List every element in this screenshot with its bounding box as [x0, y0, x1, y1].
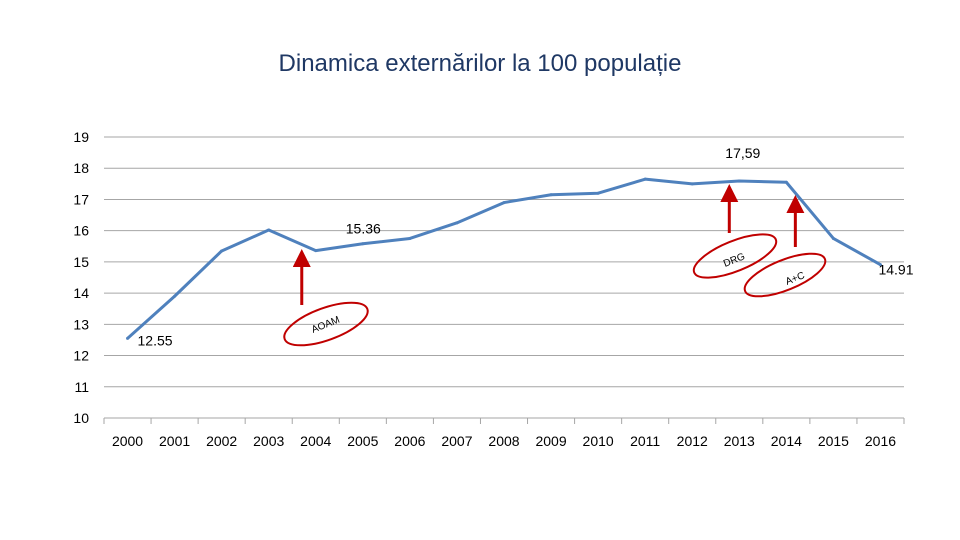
y-tick-label: 10 — [73, 410, 89, 426]
y-tick-labels: 10 11 12 13 14 15 16 17 18 19 — [73, 129, 89, 426]
data-point — [126, 336, 130, 340]
data-point — [643, 177, 647, 181]
data-point — [690, 182, 694, 186]
data-point — [220, 249, 224, 253]
data-point — [173, 294, 177, 298]
x-tick-label: 2008 — [488, 433, 519, 449]
x-tick-label: 2016 — [865, 433, 896, 449]
x-tick-label: 2004 — [300, 433, 331, 449]
data-point — [831, 236, 835, 240]
data-point — [455, 221, 459, 225]
x-tick-label: 2000 — [112, 433, 143, 449]
y-tick-label: 11 — [74, 379, 89, 395]
x-tick-label: 2005 — [347, 433, 378, 449]
x-tick-label: 2001 — [159, 433, 190, 449]
data-point — [502, 201, 506, 205]
data-label: 12.55 — [138, 332, 173, 348]
x-tick-label: 2014 — [771, 433, 802, 449]
x-tick-label: 2012 — [677, 433, 708, 449]
y-tick-label: 13 — [73, 316, 89, 332]
x-tick-label: 2015 — [818, 433, 849, 449]
x-tick-label: 2003 — [253, 433, 284, 449]
data-point — [784, 180, 788, 184]
annotation-ellipse — [692, 233, 778, 279]
x-tick-label: 2007 — [441, 433, 472, 449]
y-tick-label: 16 — [73, 223, 89, 239]
x-tick-label: 2013 — [724, 433, 755, 449]
x-tick-label: 2011 — [630, 433, 660, 449]
y-tick-label: 17 — [73, 191, 89, 207]
y-tick-label: 19 — [73, 129, 89, 145]
y-tick-label: 18 — [73, 160, 89, 176]
data-point — [549, 193, 553, 197]
x-tick-label: 2006 — [394, 433, 425, 449]
data-point — [878, 263, 882, 267]
y-tick-label: 15 — [73, 254, 89, 270]
y-tick-label: 14 — [73, 285, 89, 301]
annotation-label: AOAM — [310, 315, 341, 336]
chart-title: Dinamica externărilor la 100 populație — [278, 50, 682, 77]
grid-lines — [103, 136, 905, 424]
x-tick-labels: 2000 2001 2002 2003 2004 2005 2006 2007 2008 2009… — [112, 433, 896, 449]
annotation-label: DRG — [722, 251, 747, 270]
x-tick-label: 2009 — [535, 433, 566, 449]
data-labels: 12.55 15.36 17,59 14.91 — [138, 145, 914, 348]
data-point — [361, 242, 365, 246]
data-point — [737, 179, 741, 183]
annotation-ellipse — [283, 301, 369, 347]
y-tick-label: 12 — [73, 348, 89, 364]
x-tick-label: 2002 — [206, 433, 237, 449]
annotations-layer: AOAM DRG A+C — [283, 184, 827, 347]
data-point — [596, 191, 600, 195]
annotation-label: A+C — [784, 270, 806, 288]
data-point — [267, 228, 271, 232]
x-tick-label: 2010 — [583, 433, 614, 449]
data-label: 17,59 — [725, 145, 760, 161]
annotation-ellipse — [743, 252, 827, 298]
data-point — [408, 236, 412, 240]
data-label: 15.36 — [346, 221, 381, 237]
data-label: 14.91 — [878, 262, 913, 278]
data-point — [314, 249, 318, 253]
series-layer — [126, 177, 882, 340]
